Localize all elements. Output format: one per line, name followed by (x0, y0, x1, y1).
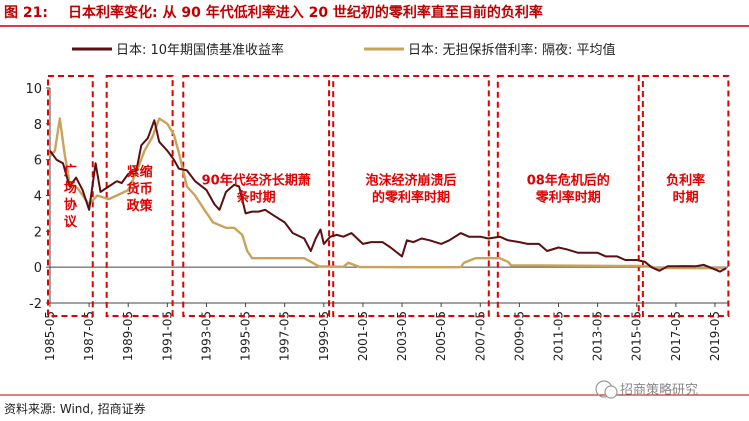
y-tick-label: 8 (34, 118, 42, 133)
annotation-label: 议 (64, 214, 78, 230)
annotation-box (47, 75, 94, 317)
x-tick-label: 1993-05 (199, 311, 213, 361)
x-tick-label: 1987-05 (82, 311, 96, 361)
series-line-call-rate (49, 117, 727, 270)
x-tick-label: 2007-05 (473, 311, 487, 361)
annotation-label: 条时期 (237, 190, 276, 206)
series-line-jgb-10y (49, 119, 727, 273)
figure-title: 日本利率变化: 从 90 年代低利率进入 20 世纪初的零利率直至目前的负利率 (68, 4, 543, 21)
x-tick-label: 1999-05 (317, 311, 331, 361)
annotation-label: 货币 (127, 181, 153, 197)
x-tick-label: 2003-05 (395, 311, 409, 361)
x-tick-label: 2015-05 (630, 311, 644, 361)
x-tick-label: 2019-05 (708, 311, 722, 361)
x-tick-label: 1989-05 (121, 311, 135, 361)
y-tick-label: 2 (34, 225, 42, 240)
series-lines (49, 117, 727, 273)
x-tick-label: 1995-05 (239, 311, 253, 361)
annotation-label: 场 (64, 181, 77, 196)
annotation-label: 时期 (673, 190, 699, 206)
annotation-boxes (47, 75, 730, 317)
annotation-label: 的零利率时期 (372, 190, 450, 206)
x-tick-label: 2009-05 (512, 311, 526, 361)
watermark-text: 招商策略研究 (620, 382, 698, 398)
annotation-label: 广 (64, 163, 77, 179)
annotation-label: 协 (64, 197, 77, 213)
legend-label-call-rate: 日本: 无担保拆借利率: 隔夜: 平均值 (408, 42, 616, 58)
annotation-box (641, 75, 730, 317)
y-tick-label: 4 (34, 190, 42, 205)
annotation-label: 零利率时期 (535, 190, 601, 206)
annotation-label: 紧缩 (127, 164, 153, 180)
legend-label-jgb: 日本: 10年期国债基准收益率 (116, 42, 284, 58)
annotation-label: 90年代经济长期萧 (202, 173, 311, 189)
y-tick-label: -2 (29, 297, 42, 312)
annotation-box (105, 75, 174, 317)
legend: 日本: 10年期国债基准收益率 日本: 无担保拆借利率: 隔夜: 平均值 (72, 42, 616, 58)
source-note: 资料来源: Wind, 招商证券 (4, 401, 146, 416)
watermark: 招商策略研究 (595, 380, 698, 399)
y-tick-label: 0 (34, 261, 42, 276)
wechat-icon-bubble (604, 385, 618, 399)
x-tick-label: 2017-05 (669, 311, 683, 361)
y-tick-label: 6 (34, 154, 42, 169)
x-tick-label: 2011-05 (552, 311, 566, 361)
annotation-label: 泡沫经济崩溃后 (365, 173, 456, 189)
axes: -2 0 2 4 6 8 10 1985-05 1987-05 1989-05 1991-05 199… (25, 82, 728, 361)
figure-label: 图 21: (4, 5, 48, 21)
x-tick-label: 1985-05 (43, 311, 57, 361)
y-tick-label: 10 (25, 82, 42, 97)
x-tick-label: 1991-05 (160, 311, 174, 361)
annotation-label: 08年危机后的 (527, 173, 610, 189)
annotation-box (182, 75, 331, 317)
x-tick-label: 2001-05 (356, 311, 370, 361)
annotation-label: 政策 (127, 198, 154, 214)
x-tick-label: 2013-05 (591, 311, 605, 361)
annotation-box (496, 75, 640, 317)
annotation-label: 负利率 (666, 173, 705, 189)
x-tick-label: 2005-05 (434, 311, 448, 361)
annotation-box (332, 75, 490, 317)
x-tick-label: 1997-05 (278, 311, 292, 361)
